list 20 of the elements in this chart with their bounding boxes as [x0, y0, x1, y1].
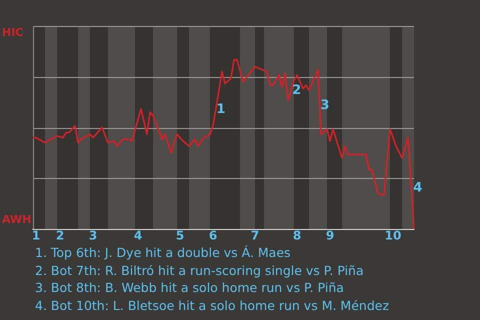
x-tick-label: 4 — [134, 228, 142, 242]
annotation: 1 — [216, 102, 226, 118]
annotation: 2 — [292, 83, 302, 98]
text: HIC — [2, 26, 24, 39]
x-tick-label: 1 — [32, 228, 40, 242]
x-tick-label: 8 — [292, 228, 302, 242]
x-tick-label: 10 — [384, 228, 402, 242]
x-tick-label: 6 — [208, 228, 218, 242]
text: 4. Bot 10th: L. Bletsoe hit a solo home run vs M. Méndez — [35, 296, 390, 314]
annotation: 4 — [413, 180, 422, 196]
x-tick-label: 3 — [88, 228, 98, 242]
text: AWH — [2, 212, 32, 226]
annotation: 3 — [320, 98, 330, 113]
x-tick-label: 9 — [326, 228, 334, 242]
text: 2. Bot 7th: R. Biltró hit a run-scoring single vs P. Piña — [35, 262, 365, 280]
x-tick-label: 2 — [56, 228, 64, 242]
x-tick-label: 7 — [250, 228, 260, 242]
text: 1. Top 6th: J. Dye hit a double vs Á. Maes — [35, 244, 292, 262]
text: 3. Bot 8th: B. Webb hit a solo home run vs P. Piña — [35, 279, 345, 297]
x-tick-label: 5 — [176, 228, 184, 242]
